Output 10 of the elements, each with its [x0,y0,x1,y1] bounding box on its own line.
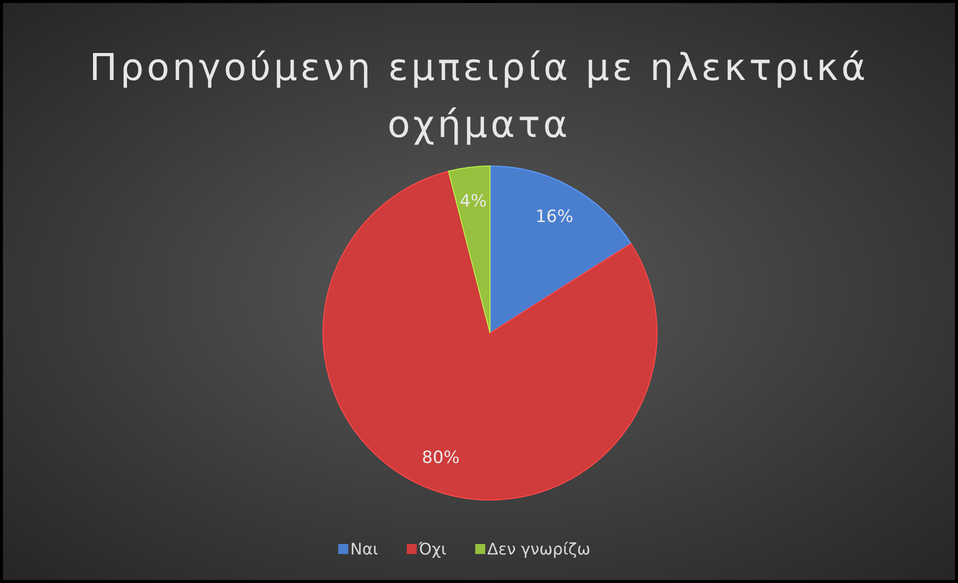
legend-label: Ναι [350,540,378,559]
pie-slice [448,166,490,334]
data-label: 16% [535,206,574,227]
data-label: 80% [422,448,460,468]
slice-label: Όχι [418,540,446,559]
pie-slice [322,170,658,500]
legend-label: Δεν γνωρίζω [487,540,590,559]
chart-title: Προηγούμενη εμπειρία με ηλεκτρικά οχήματα [89,46,869,146]
pie-slice [490,166,632,334]
data-label: 4% [460,191,487,212]
